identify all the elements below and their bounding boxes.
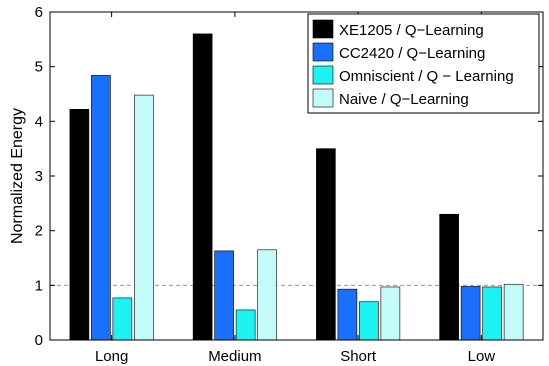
bar-4-long: [134, 94, 154, 341]
legend-swatch: [312, 19, 334, 39]
bar-2-low: [460, 286, 481, 341]
axes-frame: [49, 11, 544, 341]
bar-4-low: [503, 283, 524, 341]
bar-2-short: [337, 288, 358, 341]
bar-1-long: [69, 109, 90, 341]
plot-area: Long Medium Short Low 0 1 2 3 4 5 6 XE1205 / Q−Lear…: [35, 4, 544, 365]
x-tick-label: Long: [95, 348, 128, 365]
y-tick-label: 6: [35, 4, 43, 21]
legend-swatch: [312, 65, 334, 85]
bar-1-short: [316, 148, 336, 341]
bar-2-long: [91, 75, 111, 341]
bar-3-low: [482, 286, 502, 341]
y-tick-label: 3: [35, 168, 43, 185]
x-tick-label: Medium: [208, 348, 261, 365]
x-tick-label: Low: [468, 348, 496, 365]
bar-1-medium: [192, 33, 213, 341]
y-tick-label: 4: [35, 113, 43, 130]
bar-4-short: [380, 286, 401, 341]
bar-4-medium: [257, 249, 277, 341]
y-tick-label: 0: [35, 332, 43, 349]
y-tick-label: 1: [35, 277, 43, 294]
legend-swatch: [312, 42, 334, 62]
legend-box: [307, 13, 540, 114]
x-tick-label: Short: [340, 348, 377, 365]
legend-swatch: [312, 88, 334, 108]
bar-2-medium: [214, 250, 234, 341]
legend-label: Omniscient / Q − Learning: [339, 68, 514, 85]
bar-3-long: [112, 297, 133, 341]
legend-label: XE1205 / Q−Learning: [339, 22, 484, 39]
legend-label: Naive / Q−Learning: [339, 91, 469, 108]
bar-3-medium: [235, 309, 256, 341]
legend-label: CC2420 / Q−Learning: [339, 45, 485, 62]
bar-3-short: [359, 301, 379, 341]
bar-1-low: [439, 213, 459, 341]
y-axis-title: Normalized Energy: [9, 108, 26, 244]
y-tick-label: 5: [35, 59, 43, 76]
y-tick-label: 2: [35, 223, 43, 240]
